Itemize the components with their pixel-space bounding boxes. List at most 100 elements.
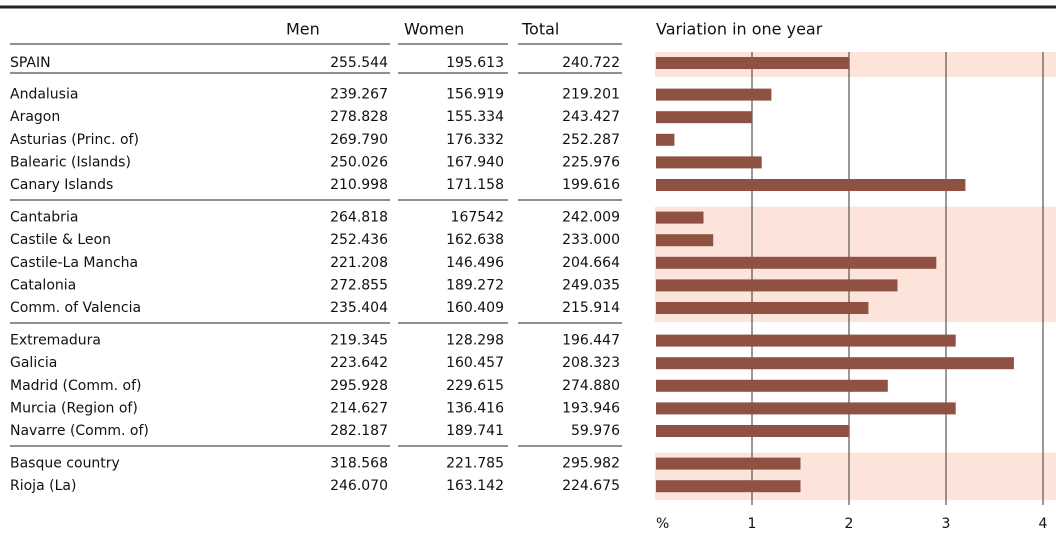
cell: 246.070 xyxy=(330,478,388,494)
cell: 195.613 xyxy=(446,55,504,71)
cell: 282.187 xyxy=(330,423,388,439)
cell: 210.998 xyxy=(330,177,388,193)
bar xyxy=(656,57,849,69)
row-label: Comm. of Valencia xyxy=(10,300,141,316)
column-header: Women xyxy=(404,20,464,39)
row-label: Aragon xyxy=(10,109,60,125)
row-label: SPAIN xyxy=(10,55,51,71)
bar xyxy=(656,357,1014,370)
cell: 243.427 xyxy=(562,109,620,125)
cell: 155.334 xyxy=(446,109,504,125)
row-label: Murcia (Region of) xyxy=(10,400,138,416)
cell: 146.496 xyxy=(446,255,504,271)
cell: 136.416 xyxy=(446,400,504,416)
cell: 269.790 xyxy=(330,132,388,148)
cell: 189.272 xyxy=(446,277,504,293)
cell: 252.436 xyxy=(330,232,388,248)
x-tick-label: 2 xyxy=(845,516,854,532)
row-label: Castile-La Mancha xyxy=(10,255,138,271)
row-label: Extremadura xyxy=(10,333,101,349)
cell: 128.298 xyxy=(446,333,504,349)
cell: 229.615 xyxy=(446,378,504,394)
bar xyxy=(656,425,849,437)
bar xyxy=(656,111,752,124)
cell: 250.026 xyxy=(330,154,388,170)
cell: 221.208 xyxy=(330,255,388,271)
column-header: Total xyxy=(521,20,559,39)
cell: 156.919 xyxy=(446,87,504,103)
cell: 252.287 xyxy=(562,132,620,148)
cell: 295.928 xyxy=(330,378,388,394)
cell: 162.638 xyxy=(446,232,504,248)
bar xyxy=(656,379,888,392)
cell: 239.267 xyxy=(330,87,388,103)
cell: 249.035 xyxy=(562,277,620,293)
bar xyxy=(656,179,966,191)
bar xyxy=(656,211,704,224)
cell: 225.976 xyxy=(562,154,620,170)
cell: 199.616 xyxy=(562,177,620,193)
cell: 221.785 xyxy=(446,456,504,472)
cell: 318.568 xyxy=(330,456,388,472)
cell: 189.741 xyxy=(446,423,504,439)
cell: 59.976 xyxy=(571,423,620,439)
cell: 242.009 xyxy=(562,210,620,226)
x-tick-label: 3 xyxy=(942,516,951,532)
bar xyxy=(656,480,801,493)
bar xyxy=(656,88,772,101)
cell: 204.664 xyxy=(562,255,620,271)
row-label: Castile & Leon xyxy=(10,232,111,248)
bar xyxy=(656,457,801,470)
row-label: Catalonia xyxy=(10,277,76,293)
cell: 274.880 xyxy=(562,378,620,394)
bar xyxy=(656,256,937,269)
cell: 272.855 xyxy=(330,277,388,293)
x-axis-label: % xyxy=(656,516,669,532)
cell: 171.158 xyxy=(446,177,504,193)
row-label: Canary Islands xyxy=(10,177,113,193)
cell: 176.332 xyxy=(446,132,504,148)
bar xyxy=(656,334,956,347)
cell: 219.201 xyxy=(562,87,620,103)
row-label: Rioja (La) xyxy=(10,478,76,494)
cell: 214.627 xyxy=(330,400,388,416)
cell: 163.142 xyxy=(446,478,504,494)
cell: 233.000 xyxy=(562,232,620,248)
cell: 167.940 xyxy=(446,154,504,170)
bar xyxy=(656,156,762,169)
cell: 264.818 xyxy=(330,210,388,226)
row-label: Madrid (Comm. of) xyxy=(10,378,141,394)
x-tick-label: 4 xyxy=(1039,516,1048,532)
row-label: Cantabria xyxy=(10,210,78,226)
cell: 208.323 xyxy=(562,355,620,371)
row-label: Asturias (Princ. of) xyxy=(10,132,139,148)
column-header: Men xyxy=(286,20,320,39)
row-label: Navarre (Comm. of) xyxy=(10,423,149,439)
cell: 223.642 xyxy=(330,355,388,371)
cell: 196.447 xyxy=(562,333,620,349)
cell: 235.404 xyxy=(330,300,388,316)
bar xyxy=(656,234,714,247)
chart-title: Variation in one year xyxy=(656,20,823,39)
row-label: Balearic (Islands) xyxy=(10,154,131,170)
row-label: Galicia xyxy=(10,355,57,371)
cell: 224.675 xyxy=(562,478,620,494)
cell: 295.982 xyxy=(562,456,620,472)
bar xyxy=(656,279,898,292)
row-label: Basque country xyxy=(10,456,120,472)
bar xyxy=(656,133,675,146)
bar xyxy=(656,302,869,314)
cell: 255.544 xyxy=(330,55,388,71)
cell: 240.722 xyxy=(562,55,620,71)
cell: 278.828 xyxy=(330,109,388,125)
cell: 167542 xyxy=(451,210,504,226)
cell: 219.345 xyxy=(330,333,388,349)
bar xyxy=(656,402,956,415)
x-tick-label: 1 xyxy=(748,516,757,532)
row-label: Andalusia xyxy=(10,87,78,103)
cell: 215.914 xyxy=(562,300,620,316)
cell: 160.409 xyxy=(446,300,504,316)
cell: 193.946 xyxy=(562,400,620,416)
cell: 160.457 xyxy=(446,355,504,371)
